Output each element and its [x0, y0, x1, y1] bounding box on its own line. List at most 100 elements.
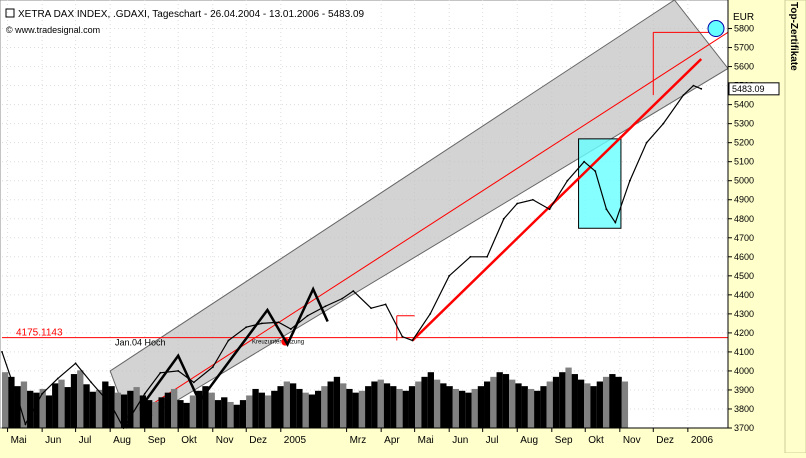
series-layer: [1, 84, 703, 430]
wave-zigzag: [124, 286, 329, 429]
volume-bar: [83, 384, 90, 428]
volume-bar: [390, 386, 397, 428]
annotation-jan-high: Jan.04 Hoch: [115, 338, 166, 348]
volume-bar: [233, 404, 240, 428]
volume-bar: [2, 372, 9, 428]
price-point: [662, 122, 665, 125]
volume-bar: [202, 386, 209, 428]
price-point: [469, 255, 472, 258]
price-point: [682, 94, 685, 97]
volume-bar: [152, 401, 159, 428]
volume-bar: [383, 383, 391, 428]
volume-bar: [214, 400, 222, 428]
y-tick-label: 3800: [734, 404, 754, 414]
volume-bar: [277, 386, 284, 428]
volume-bar: [258, 392, 265, 428]
volume-bar: [552, 376, 560, 428]
volume-bar: [246, 395, 253, 428]
volume-bar: [490, 376, 497, 428]
support-value-label: 4175.1143: [16, 328, 63, 339]
volume-bar: [534, 390, 541, 428]
volume-bar: [283, 381, 291, 428]
x-tick-label: 2006: [691, 435, 714, 446]
axis-unit-label: EUR: [733, 12, 754, 23]
price-point: [628, 179, 631, 182]
y-tick-label: 4700: [734, 233, 754, 243]
volume-bar: [352, 392, 359, 428]
trend-line: [411, 58, 703, 342]
volume-bar: [396, 388, 403, 428]
price-point: [594, 170, 597, 173]
price-point: [605, 208, 608, 211]
price-point: [324, 305, 327, 308]
volume-bar: [52, 383, 59, 428]
last-value-box: [728, 82, 780, 96]
volume-bar: [471, 388, 478, 428]
overlay-layer: 4175.1143 Jan.04 Hoch Kreuzunterstützung: [2, 0, 729, 429]
volume-bar: [89, 391, 96, 428]
volume-bar: [14, 386, 21, 428]
volume-bar: [571, 374, 578, 428]
price-point: [24, 423, 27, 426]
x-tick-label: Jul: [79, 435, 92, 446]
x-tick-label: Sep: [148, 435, 166, 446]
price-point: [486, 255, 489, 258]
y-tick-label: 4400: [734, 290, 754, 300]
price-point: [110, 404, 113, 407]
volume-bar: [346, 388, 353, 428]
volume-bar: [477, 386, 485, 428]
y-tick-label: 5200: [734, 138, 754, 148]
price-point: [192, 381, 195, 384]
volume-bar: [515, 383, 522, 428]
volume-bar: [596, 381, 604, 428]
volume-bar: [602, 376, 610, 428]
axis-layer: 3700 3800 3900 4000 4100 4200 4300 4400 4500 4600…: [2, 0, 780, 446]
y-tick-label: 5700: [734, 43, 754, 53]
volume-bar: [158, 397, 165, 428]
volume-bar: [252, 388, 259, 428]
volume-bar: [540, 386, 547, 428]
volume-bar: [484, 381, 491, 428]
price-point: [90, 381, 93, 384]
x-tick-label: Apr: [384, 435, 400, 446]
price-point: [159, 371, 162, 374]
volume-bar: [577, 379, 585, 428]
volume-bar: [189, 395, 197, 428]
sidebar-label[interactable]: Top-Zertifikate: [788, 2, 799, 71]
price-point: [352, 290, 355, 292]
volume-bar: [8, 376, 15, 428]
price-point: [692, 84, 695, 87]
volume-bar: [171, 388, 178, 428]
price-point: [143, 392, 146, 395]
price-point: [41, 392, 44, 395]
volume-bar: [615, 376, 622, 428]
price-point: [16, 396, 19, 399]
volume-bar: [502, 374, 510, 428]
volume-bar: [427, 372, 434, 428]
volume-bar: [77, 370, 84, 428]
volume-bar: [415, 381, 422, 428]
volume-bar: [264, 395, 272, 428]
y-tick-label: 3700: [734, 423, 754, 433]
volume-bar: [208, 392, 215, 428]
price-point: [56, 377, 59, 380]
y-tick-label: 5100: [734, 157, 754, 167]
price-point: [74, 362, 77, 365]
y-tick-label: 5000: [734, 176, 754, 186]
volume-bar: [377, 379, 384, 428]
x-tick-label: Jun: [45, 435, 61, 446]
y-tick-label: 4600: [734, 252, 754, 262]
volume-bar: [196, 390, 203, 428]
price-point: [429, 312, 432, 315]
price-point: [384, 303, 387, 306]
price-point: [177, 370, 180, 372]
y-tick-label: 4900: [734, 195, 754, 205]
volume-bar: [496, 372, 503, 428]
volume-bar: [239, 400, 247, 428]
y-tick-label: 4100: [734, 347, 754, 357]
volume-bar: [127, 390, 134, 428]
target-circle: [707, 20, 725, 38]
volume-bar: [20, 381, 28, 428]
volume-bar: [565, 367, 572, 428]
